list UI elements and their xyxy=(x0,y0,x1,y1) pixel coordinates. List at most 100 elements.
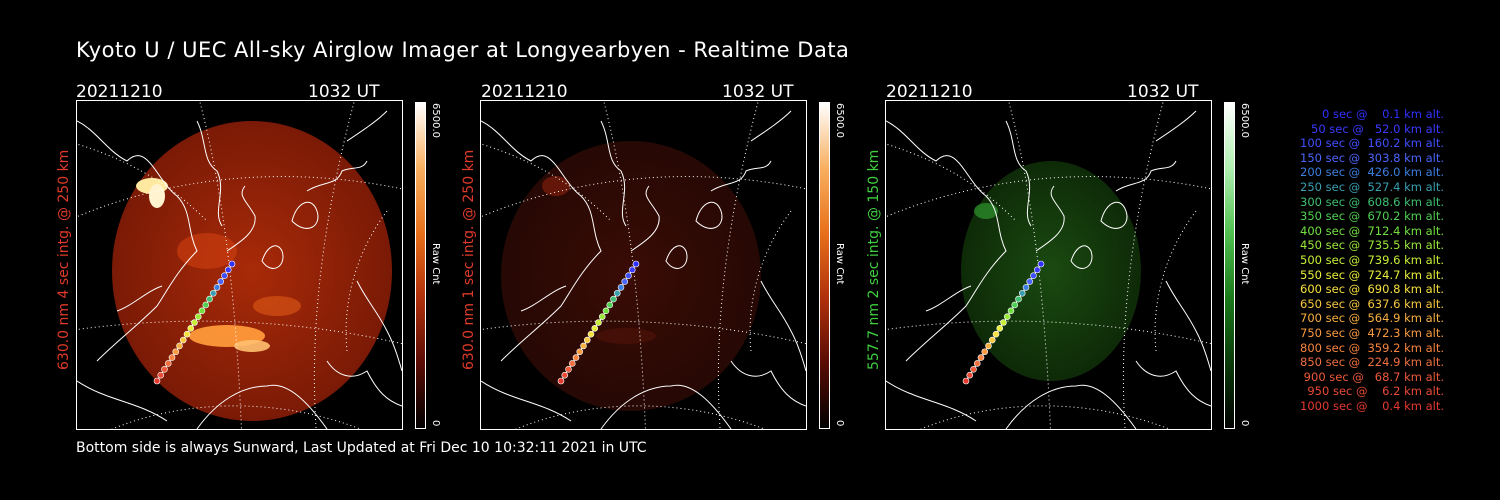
trajectory-point xyxy=(213,284,221,291)
panel2-time: 1032 UT xyxy=(722,82,794,102)
panel3-cbar-max: 6500.0 xyxy=(1239,103,1250,138)
legend-item: 800 sec @ 359.2 km alt. xyxy=(1296,340,1444,355)
coastline xyxy=(1005,384,1137,429)
trajectory-point xyxy=(602,307,610,315)
coastline xyxy=(1070,245,1093,269)
airglow-disk xyxy=(961,161,1141,381)
trajectory-point xyxy=(595,319,602,326)
page-title: Kyoto U / UEC All-sky Airglow Imager at … xyxy=(76,38,850,62)
panel2-cbar-min: 0 xyxy=(834,420,845,427)
panel2-cbar-unit: Raw Cnt xyxy=(834,243,845,285)
coastline xyxy=(481,120,602,362)
aurora-spot xyxy=(596,328,656,344)
legend-item: 50 sec @ 52.0 km alt. xyxy=(1303,121,1444,136)
trajectory-point xyxy=(168,354,176,361)
panel1-side-label: 630.0 nm 4 sec intg. @ 250 km xyxy=(56,150,72,370)
grid-line xyxy=(920,405,1171,429)
trajectory-point xyxy=(224,266,232,274)
coastline xyxy=(925,285,972,312)
trajectory-point xyxy=(153,377,161,385)
grid-line xyxy=(481,143,612,222)
legend-item: 550 sec @ 724.7 km alt. xyxy=(1296,267,1444,282)
coastline xyxy=(291,201,319,229)
coastline xyxy=(600,120,627,227)
panel2-date: 20211210 xyxy=(481,82,568,102)
legend-item: 850 sec @ 224.9 km alt. xyxy=(1296,355,1444,370)
legend-item: 950 sec @ 6.2 km alt. xyxy=(1303,384,1444,399)
footer-status: Bottom side is always Sunward, Last Upda… xyxy=(76,440,647,456)
panel1-label-text: 630.0 nm 4 sec intg. @ 250 km xyxy=(56,149,72,370)
legend-item: 700 sec @ 564.9 km alt. xyxy=(1296,311,1444,326)
aurora-spot xyxy=(177,233,237,269)
trajectory-point xyxy=(962,377,970,385)
legend-item: 450 sec @ 735.5 km alt. xyxy=(1296,238,1444,253)
coastline xyxy=(1115,160,1177,192)
coastline xyxy=(326,360,402,407)
legend-item: 300 sec @ 608.6 km alt. xyxy=(1296,194,1444,209)
panel2-skymap xyxy=(481,101,806,429)
trajectory-point xyxy=(157,371,165,379)
panel3-date: 20211210 xyxy=(886,82,973,102)
coastline xyxy=(306,160,368,192)
trajectory-point xyxy=(172,348,180,356)
panel2-colorbar xyxy=(819,102,830,429)
trajectory-point xyxy=(202,301,210,309)
coastline xyxy=(750,110,792,142)
trajectory-point xyxy=(176,342,183,350)
trajectory-point xyxy=(161,365,168,373)
panel1-skymap xyxy=(77,101,402,429)
trajectory-point xyxy=(568,360,576,367)
trajectory-point xyxy=(183,330,191,338)
panel1-colorbar xyxy=(415,102,426,429)
panel3-image xyxy=(885,100,1212,430)
trajectory-point xyxy=(973,360,981,367)
grid-line xyxy=(886,143,1017,222)
trajectory-point xyxy=(221,272,228,279)
aurora-spot xyxy=(542,176,570,196)
trajectory-point xyxy=(580,342,587,350)
legend-item: 100 sec @ 160.2 km alt. xyxy=(1296,136,1444,151)
panel1-date: 20211210 xyxy=(76,82,163,102)
coastline xyxy=(520,285,567,312)
legend-item: 650 sec @ 637.6 km alt. xyxy=(1296,296,1444,311)
coastline xyxy=(356,280,402,372)
coastline xyxy=(665,245,688,269)
grid-line xyxy=(886,320,1211,345)
trajectory-point xyxy=(565,365,572,373)
trajectory-point xyxy=(587,330,595,338)
coastline xyxy=(346,110,388,142)
trajectory-point xyxy=(610,295,617,303)
trajectory-point xyxy=(1026,278,1034,285)
trajectory-point xyxy=(194,313,202,320)
coastline xyxy=(1005,120,1032,227)
trajectory-point xyxy=(557,377,565,385)
legend-item: 150 sec @ 303.8 km alt. xyxy=(1296,150,1444,165)
panel1-image xyxy=(76,100,403,430)
coastline xyxy=(196,384,328,429)
trajectory-point xyxy=(970,365,977,373)
coastline xyxy=(695,201,723,229)
aurora-spot xyxy=(234,340,270,352)
coastline xyxy=(196,120,223,227)
trajectory-point xyxy=(1018,289,1026,297)
coastline xyxy=(116,285,163,312)
aurora-spot xyxy=(149,184,165,208)
legend-item: 600 sec @ 690.8 km alt. xyxy=(1296,282,1444,297)
trajectory-point xyxy=(598,313,606,320)
panel3-time: 1032 UT xyxy=(1127,82,1199,102)
coastline xyxy=(261,245,284,269)
trajectory-point xyxy=(179,336,187,344)
legend-item: 250 sec @ 527.4 km alt. xyxy=(1296,179,1444,194)
grid-line xyxy=(77,320,402,345)
trajectory-point xyxy=(583,336,591,344)
grid-line xyxy=(481,320,806,345)
trajectory-point xyxy=(206,295,213,303)
legend-item: 0 sec @ 0.1 km alt. xyxy=(1311,107,1444,121)
panel2-image xyxy=(480,100,807,430)
grid-line xyxy=(77,143,208,222)
trajectory-legend: 0 sec @ 0.1 km alt. 50 sec @ 52.0 km alt… xyxy=(1262,107,1444,413)
legend-item: 350 sec @ 670.2 km alt. xyxy=(1296,209,1444,224)
trajectory-point xyxy=(625,272,632,279)
trajectory-point xyxy=(1003,313,1011,320)
legend-item: 500 sec @ 739.6 km alt. xyxy=(1296,252,1444,267)
